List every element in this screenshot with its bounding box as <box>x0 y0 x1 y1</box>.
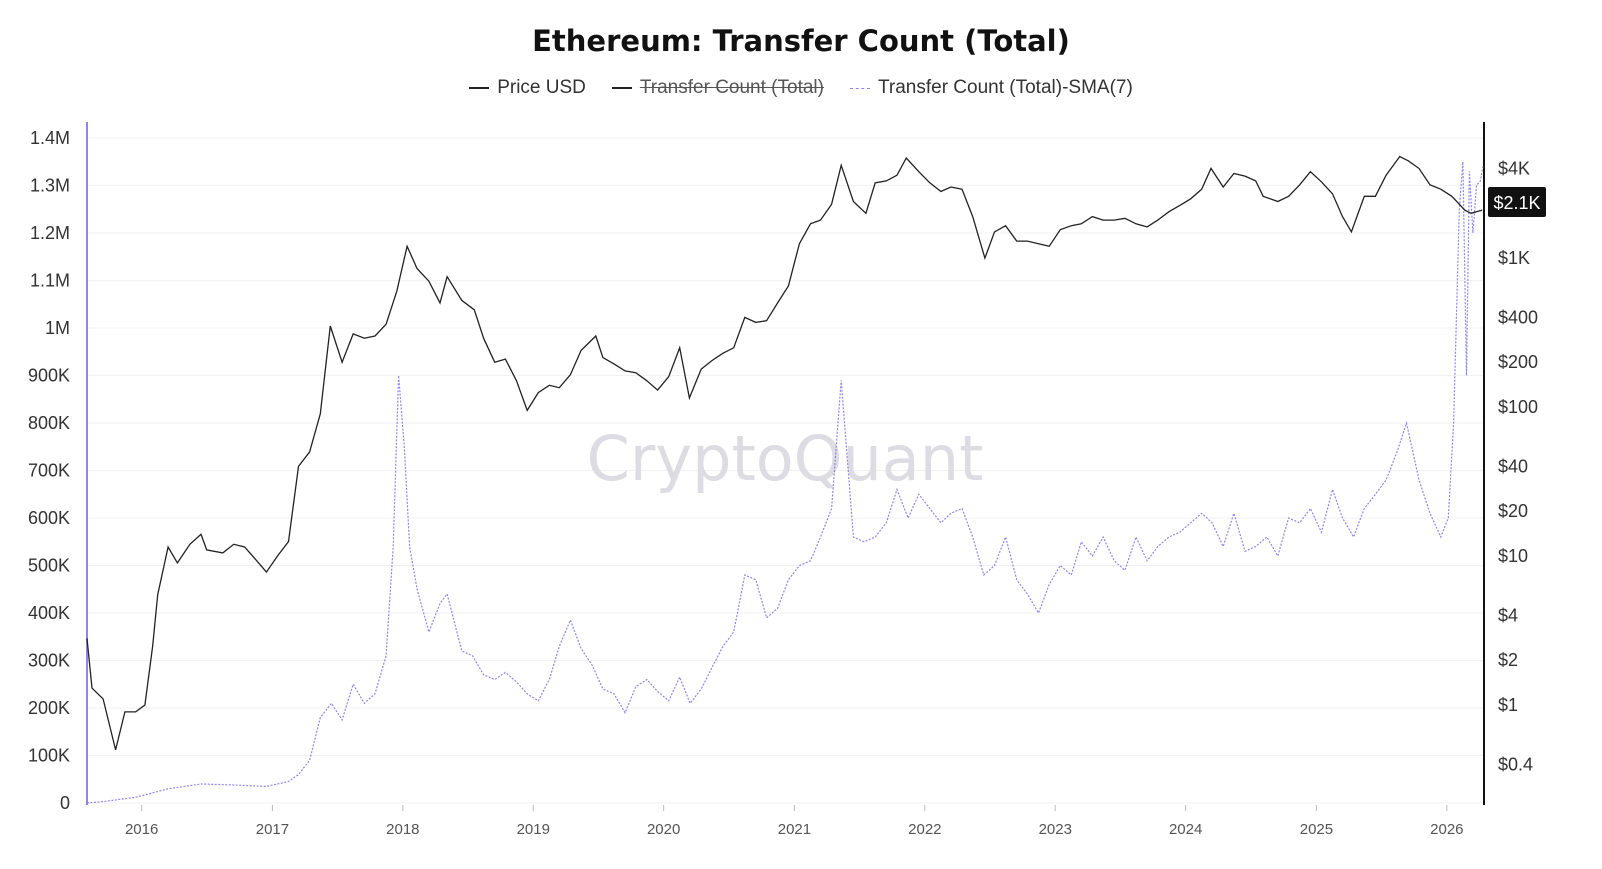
y-right-tick-label: $40 <box>1498 456 1528 476</box>
y-right-tick-label: $20 <box>1498 501 1528 521</box>
y-left-tick-label: 700K <box>28 461 70 481</box>
y-right-tick-label: $1 <box>1498 695 1518 715</box>
y-right-tick-label: $10 <box>1498 546 1528 566</box>
x-tick-label: 2021 <box>778 821 811 838</box>
y-right-tick-label: $1K <box>1498 248 1530 268</box>
y-left-tick-label: 1.2M <box>30 223 70 243</box>
current-price-badge: $2.1K <box>1488 187 1546 217</box>
legend-label-transfer-count: Transfer Count (Total) <box>639 77 824 98</box>
y-axis-right: $4K $1K $400 $200 $100 $40 $20 $10 $4 $2 $1 $0.4 <box>1498 158 1538 774</box>
x-tick-label: 2022 <box>908 821 941 838</box>
y-left-tick-label: 900K <box>28 366 70 386</box>
x-tick-label: 2017 <box>256 821 289 838</box>
y-left-tick-label: 500K <box>28 556 70 576</box>
y-left-tick-label: 200K <box>28 698 70 718</box>
series-line-transfer-sma <box>86 161 1484 804</box>
y-left-tick-label: 1.3M <box>30 176 70 196</box>
y-left-tick-label: 1M <box>45 318 70 338</box>
series-line-price <box>86 155 1483 751</box>
y-right-tick-label: $200 <box>1498 352 1538 372</box>
x-tick-label: 2016 <box>125 821 158 838</box>
y-left-tick-label: 1.1M <box>30 271 70 291</box>
y-left-tick-label: 600K <box>28 508 70 528</box>
legend-label-price: Price USD <box>497 77 586 98</box>
grid-lines <box>87 137 1484 804</box>
x-tick-label: 2018 <box>386 821 419 838</box>
y-right-tick-label: $400 <box>1498 307 1538 327</box>
legend: Price USD Transfer Count (Total) Transfe… <box>0 77 1602 99</box>
x-tick-label: 2026 <box>1430 821 1463 838</box>
x-tick-label: 2025 <box>1300 821 1333 838</box>
legend-swatch-transfer-count <box>611 87 632 89</box>
y-right-tick-label: $2 <box>1498 650 1518 670</box>
legend-item-transfer-count[interactable]: Transfer Count (Total) <box>611 77 824 99</box>
x-tick-label: 2019 <box>517 821 550 838</box>
y-right-tick-label: $0.4 <box>1498 754 1533 774</box>
y-left-tick-label: 300K <box>28 651 70 671</box>
current-price-label: $2.1K <box>1493 193 1540 213</box>
y-left-tick-label: 0 <box>60 793 70 813</box>
y-left-tick-label: 800K <box>28 413 70 433</box>
x-tick-label: 2020 <box>647 821 680 838</box>
x-tick-label: 2023 <box>1039 821 1072 838</box>
legend-swatch-price <box>469 87 490 89</box>
legend-label-transfer-sma: Transfer Count (Total)-SMA(7) <box>877 77 1133 98</box>
y-right-tick-label: $100 <box>1498 397 1538 417</box>
chart-title: Ethereum: Transfer Count (Total) <box>532 24 1070 58</box>
y-left-tick-label: 100K <box>28 746 70 766</box>
legend-swatch-transfer-sma <box>849 87 870 89</box>
x-axis: 2016 2017 2018 2019 2020 2021 2022 2023 2024 2025… <box>125 805 1464 838</box>
legend-item-transfer-sma[interactable]: Transfer Count (Total)-SMA(7) <box>849 77 1133 99</box>
x-tick-label: 2024 <box>1169 821 1202 838</box>
y-left-tick-label: 400K <box>28 603 70 623</box>
y-axis-left: 0 100K 200K 300K 400K 500K 600K 700K 800K 900K 1M 1… <box>28 128 70 813</box>
y-left-tick-label: 1.4M <box>30 128 70 148</box>
y-right-tick-label: $4 <box>1498 605 1518 625</box>
y-right-tick-label: $4K <box>1498 158 1530 178</box>
watermark-text: CryptoQuant <box>587 422 984 495</box>
legend-item-price[interactable]: Price USD <box>469 77 586 99</box>
